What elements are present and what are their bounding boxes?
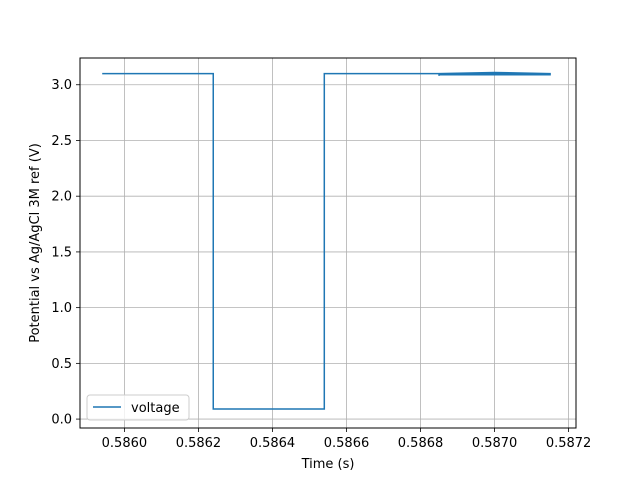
y-tick-label: 2.5 xyxy=(51,134,72,149)
legend-label-voltage: voltage xyxy=(131,401,180,416)
x-axis-label: Time (s) xyxy=(301,457,355,472)
x-tick-label: 0.5866 xyxy=(324,436,370,451)
series-line-voltage xyxy=(102,71,551,410)
x-tick-label: 0.5862 xyxy=(176,436,222,451)
y-tick-label: 0.0 xyxy=(51,413,72,428)
x-tick-label: 0.5864 xyxy=(250,436,296,451)
y-tick-label: 3.0 xyxy=(51,78,72,93)
y-axis-label: Potential vs Ag/AgCl 3M ref (V) xyxy=(28,143,43,343)
y-axis: 0.0 0.5 1.0 1.5 2.0 2.5 3.0 xyxy=(51,78,80,428)
x-tick-label: 0.5868 xyxy=(398,436,444,451)
legend-box xyxy=(86,394,190,421)
plot-frame xyxy=(79,57,577,429)
y-tick-label: 2.0 xyxy=(51,190,72,205)
y-tick-label: 1.5 xyxy=(51,245,72,260)
y-tick-label: 1.0 xyxy=(51,301,72,316)
x-axis: 0.5860 0.5862 0.5864 0.5866 0.5868 0.5870 0.58… xyxy=(102,428,592,451)
series-layer xyxy=(102,71,551,410)
x-tick-label: 0.5870 xyxy=(472,436,518,451)
x-tick-label: 0.5872 xyxy=(546,436,592,451)
x-tick-label: 0.5860 xyxy=(102,436,148,451)
y-tick-label: 0.5 xyxy=(51,357,72,372)
legend: voltage xyxy=(86,394,190,421)
